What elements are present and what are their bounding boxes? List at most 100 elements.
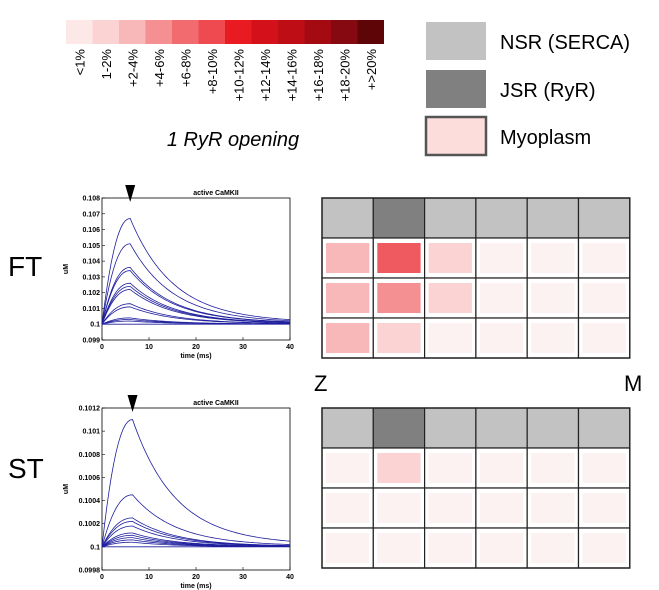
x-tick-label: 30	[239, 574, 247, 581]
opening-marker-icon	[125, 185, 136, 202]
scale-label-10: +18-20%	[337, 49, 352, 102]
scale-swatch-6	[225, 20, 252, 44]
scale-label-6: +10-12%	[231, 49, 246, 102]
myoplasm-cell	[582, 493, 626, 523]
scale-label-9: +16-18%	[311, 49, 326, 102]
y-tick-label: 0.107	[82, 211, 100, 218]
myoplasm-cell	[326, 533, 370, 563]
myoplasm-cell	[531, 493, 575, 523]
myoplasm-cell	[377, 283, 421, 313]
myoplasm-cell	[377, 453, 421, 483]
scale-label-11: +>20%	[364, 49, 379, 91]
scale-label-1: 1-2%	[99, 49, 114, 80]
myoplasm-cell	[377, 493, 421, 523]
y-tick-label: 0.104	[82, 259, 100, 266]
opening-marker-icon	[127, 395, 138, 412]
x-tick-label: 10	[145, 574, 153, 581]
myoplasm-cell	[479, 493, 524, 523]
myoplasm-cell	[428, 283, 472, 313]
sr-cell	[372, 197, 426, 239]
scale-swatch-7	[251, 20, 278, 44]
legend-swatch-0	[426, 22, 486, 60]
row-label-ft: FT	[8, 251, 42, 282]
scale-swatch-9	[304, 20, 331, 44]
series-line-0	[101, 419, 291, 547]
sr-cell	[475, 197, 528, 239]
grid-border	[321, 197, 631, 359]
z-line-label: Z	[314, 371, 327, 396]
row-label-st: ST	[8, 453, 44, 484]
scale-swatch-3	[145, 20, 172, 44]
myoplasm-cell	[582, 453, 626, 483]
y-tick-label: 0.1004	[79, 498, 101, 505]
chart-title: active CaMKII	[193, 400, 239, 407]
myoplasm-cell	[582, 323, 626, 353]
myoplasm-cell	[531, 243, 575, 273]
sr-cell	[424, 197, 477, 239]
myoplasm-cell	[582, 533, 626, 563]
y-tick-label: 0.1002	[79, 521, 101, 528]
scale-label-8: +14-16%	[284, 49, 299, 102]
x-tick-label: 40	[286, 574, 294, 581]
series-line-0	[101, 218, 291, 325]
chart-st: active CaMKII 0.0998 0.1 0.1002 0.1004 0.1006…	[63, 395, 294, 590]
legend-swatch-2	[424, 115, 488, 157]
series-line-4	[101, 525, 291, 548]
myoplasm-cell	[531, 533, 575, 563]
legend-label-0: NSR (SERCA)	[500, 32, 630, 54]
y-tick-label: 0.103	[82, 274, 100, 281]
chart-title: active CaMKII	[193, 190, 239, 197]
y-tick-label: 0.101	[82, 306, 100, 313]
myoplasm-cell	[479, 533, 524, 563]
y-tick-label: 0.108	[82, 196, 100, 203]
myoplasm-cell	[479, 283, 524, 313]
grid-border	[321, 407, 631, 569]
myoplasm-cell	[428, 243, 472, 273]
scale-swatch-1	[92, 20, 119, 44]
sr-cell	[372, 407, 426, 449]
legend-label-1: JSR (RyR)	[500, 80, 596, 102]
x-tick-label: 0	[100, 574, 104, 581]
y-tick-label: 0.101	[82, 429, 100, 436]
scale-label-0: <1%	[72, 49, 87, 76]
scale-swatch-2	[119, 20, 146, 44]
scale-swatch-10	[331, 20, 358, 44]
myoplasm-cell	[479, 323, 524, 353]
scale-swatch-0	[66, 20, 93, 44]
series-line-1	[101, 494, 291, 547]
y-tick-label: 0.099	[82, 338, 100, 345]
myoplasm-cell	[428, 323, 472, 353]
y-tick-label: 0.1	[90, 544, 100, 551]
y-tick-label: 0.0998	[79, 568, 101, 575]
x-axis-label: time (ms)	[180, 353, 211, 360]
myoplasm-cell	[479, 243, 524, 273]
scale-swatch-8	[278, 20, 305, 44]
y-tick-label: 0.1	[90, 322, 100, 329]
myoplasm-cell	[326, 453, 370, 483]
x-tick-label: 10	[145, 344, 153, 351]
x-tick-label: 30	[239, 344, 247, 351]
series-line-6	[101, 289, 291, 325]
legend-label-2: Myoplasm	[500, 127, 591, 149]
scale-swatch-4	[172, 20, 199, 44]
scale-label-7: +12-14%	[258, 49, 273, 102]
y-tick-label: 0.1008	[79, 452, 101, 459]
myoplasm-cell	[377, 533, 421, 563]
sr-cell	[424, 407, 477, 449]
sr-cell	[526, 197, 580, 239]
myoplasm-cell	[326, 493, 370, 523]
sr-cell	[577, 407, 631, 449]
myoplasm-cell	[582, 243, 626, 273]
myoplasm-cell	[428, 533, 472, 563]
myoplasm-cell	[531, 323, 575, 353]
scale-swatch-11	[357, 20, 384, 44]
scale-caption: 1 RyR opening	[167, 129, 299, 151]
myoplasm-cell	[377, 323, 421, 353]
x-tick-label: 40	[286, 344, 294, 351]
series-line-8	[101, 306, 291, 325]
scale-label-4: +6-8%	[178, 49, 193, 87]
series-line-1	[101, 243, 291, 325]
y-tick-label: 0.105	[82, 243, 100, 250]
myoplasm-cell	[377, 243, 421, 273]
